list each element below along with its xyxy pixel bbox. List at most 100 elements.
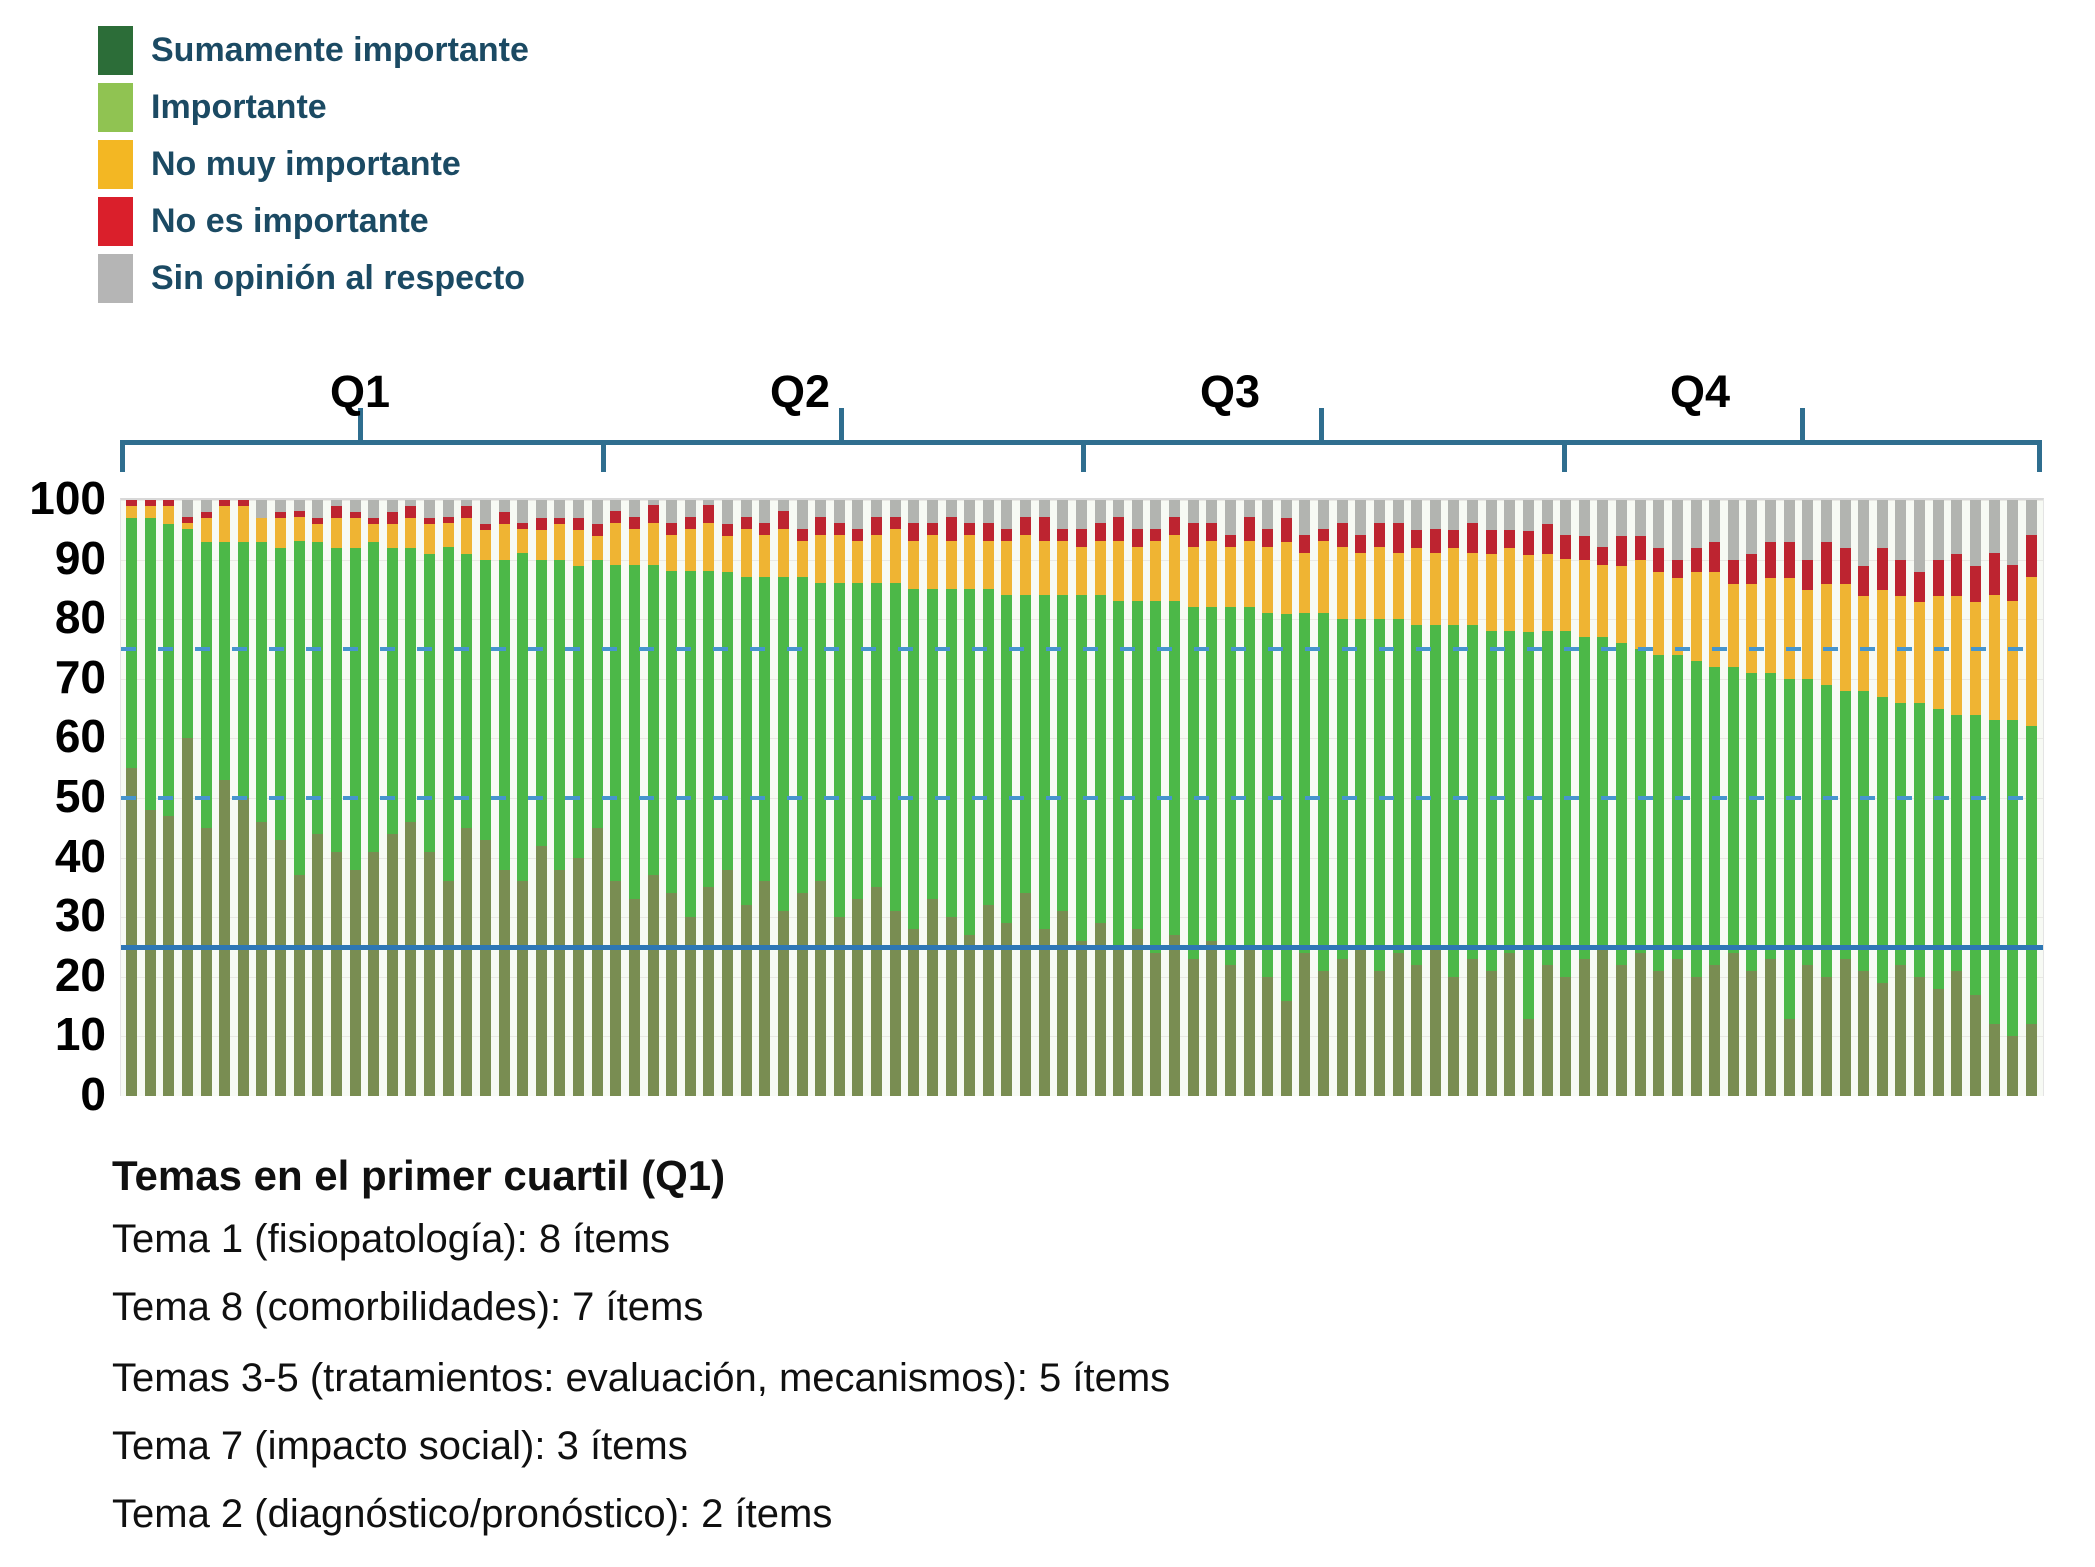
bar-segment-sin-opinion [554,500,566,518]
y-axis-tick-label: 90 [54,531,106,584]
legend-label: Importante [151,88,327,126]
bar-segment-sumamente-importante [1522,1019,1534,1096]
bar-segment-importante [479,560,491,840]
bar-segment-no-es-importante [1876,548,1888,590]
bar-item [1206,500,1218,1096]
bar-segment-sin-opinion [1895,500,1907,560]
bar-segment-no-muy-importante [461,518,473,554]
bar-segment-sin-opinion [684,500,696,517]
bar-item [815,500,827,1096]
bar-segment-importante [554,560,566,870]
bar-segment-sumamente-importante [722,870,733,1096]
bar-segment-no-muy-importante [144,506,156,518]
bar-segment-sin-opinion [926,500,938,523]
bar-segment-importante [666,571,678,893]
bar-segment-no-muy-importante [889,529,901,583]
bar-segment-no-es-importante [908,523,920,541]
bar-segment-no-es-importante [1969,566,1981,602]
bar-segment-importante [1448,625,1460,977]
bar-segment-sumamente-importante [796,893,808,1096]
bar-segment-sin-opinion [479,500,491,524]
bar-segment-sumamente-importante [1802,965,1814,1096]
bar-item [1318,500,1329,1096]
bar-segment-no-muy-importante [1373,547,1385,619]
bar-segment-no-muy-importante [703,523,715,571]
bar-segment-no-es-importante [1392,523,1404,553]
bar-item [1504,500,1516,1096]
bar-segment-no-muy-importante [1150,541,1162,601]
bar-item [1858,500,1870,1096]
bar-segment-importante [591,560,603,828]
bar-segment-sin-opinion [1113,500,1125,517]
bar-item [1169,500,1180,1096]
bar-item [2025,500,2037,1096]
bar-segment-sin-opinion [703,500,715,505]
bar-segment-sin-opinion [442,500,454,517]
bar-segment-sumamente-importante [535,846,547,1096]
bar-segment-no-muy-importante [610,523,622,565]
bar-segment-importante [1392,619,1404,953]
bar-segment-no-es-importante [1820,542,1832,584]
bar-item [796,500,808,1096]
bar-segment-sumamente-importante [573,858,584,1096]
bar-segment-sin-opinion [1467,500,1478,523]
bar-item [1653,500,1665,1096]
bar-segment-sumamente-importante [554,870,566,1096]
bar-segment-no-es-importante [1038,517,1050,541]
bar-item [1429,500,1441,1096]
bar-item [926,500,938,1096]
bracket-mid-tick [358,408,363,440]
chart-legend: Sumamente importante Importante No muy i… [98,26,529,311]
bar-segment-importante [1336,619,1348,959]
bar-segment-sumamente-importante [1671,959,1683,1096]
bar-segment-no-muy-importante [1690,572,1702,661]
bar-segment-sin-opinion [1858,500,1870,566]
bar-item [275,500,286,1096]
legend-swatch-no-muy-icon [98,140,133,189]
bar-segment-no-muy-importante [535,530,547,560]
bar-segment-sin-opinion [2025,500,2037,535]
bar-segment-no-es-importante [1858,566,1870,596]
bar-segment-no-es-importante [126,500,137,506]
bar-segment-sumamente-importante [330,852,342,1096]
bar-segment-sumamente-importante [1355,947,1367,1096]
bar-segment-no-es-importante [1765,542,1776,578]
bar-segment-no-muy-importante [1616,566,1627,643]
bar-segment-importante [1858,691,1870,971]
bar-segment-importante [1560,631,1572,977]
bracket-divider-tick [120,440,125,472]
bar-segment-no-es-importante [945,517,957,541]
bar-segment-sumamente-importante [871,887,882,1096]
quartile-label-q2: Q2 [769,366,831,417]
bar-item [1876,500,1888,1096]
bar-segment-importante [1932,709,1944,989]
bar-segment-sin-opinion [386,500,398,512]
bar-segment-sumamente-importante [1280,1001,1292,1096]
bar-segment-importante [1150,601,1162,953]
y-axis-tick-label: 40 [54,829,106,882]
bar-segment-importante [1914,703,1925,977]
bar-segment-no-es-importante [647,505,659,523]
bar-segment-sumamente-importante [312,834,324,1096]
bar-segment-sumamente-importante [256,822,268,1096]
bar-segment-sumamente-importante [833,917,845,1096]
bar-segment-sin-opinion [777,500,789,511]
bar-segment-importante [926,589,938,899]
bar-item [1671,500,1683,1096]
bar-segment-no-muy-importante [293,517,305,541]
footnote-title: Temas en el primer cuartil (Q1) [112,1152,726,1199]
bar-segment-no-es-importante [181,517,193,523]
bar-segment-sin-opinion [1206,500,1218,523]
bar-segment-sin-opinion [1522,500,1534,531]
bar-segment-sin-opinion [740,500,752,517]
bar-segment-no-es-importante [1671,560,1683,578]
bar-segment-sin-opinion [871,500,882,517]
bar-segment-sin-opinion [293,500,305,511]
bar-item [573,500,584,1096]
footnote-line: Tema 1 (fisiopatología): 8 ítems [112,1217,671,1261]
bar-segment-sin-opinion [1336,500,1348,523]
bar-segment-sin-opinion [1671,500,1683,560]
bar-segment-no-es-importante [1504,530,1516,548]
bar-item [1075,500,1087,1096]
